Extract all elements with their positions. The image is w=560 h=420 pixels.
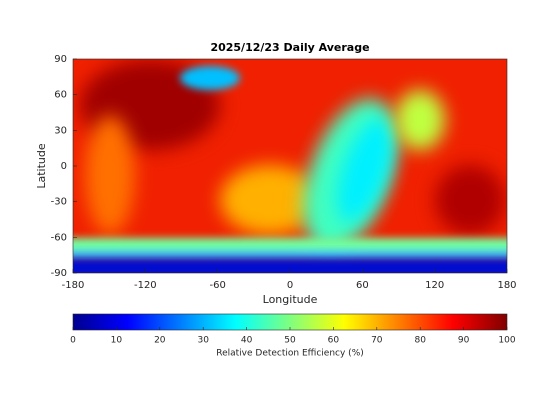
y-tick-label: -90 (51, 268, 67, 279)
y-tick-label: 0 (61, 161, 67, 172)
x-tick-label: -60 (209, 280, 225, 291)
y-tick-label: 90 (54, 54, 67, 65)
colorbar-tick-label: 100 (498, 336, 515, 346)
y-tick-label: -60 (51, 232, 67, 243)
colorbar-tick-label: 50 (284, 336, 296, 346)
colorbar-tick-label: 80 (414, 336, 426, 346)
colorbar-tick-label: 10 (111, 336, 123, 346)
x-tick-label: -120 (134, 280, 157, 291)
y-axis-label: Latitude (35, 143, 48, 189)
colorbar-tick-label: 20 (154, 336, 166, 346)
colorbar-tick-label: 60 (328, 336, 340, 346)
x-tick-label: 60 (356, 280, 369, 291)
x-tick-label: 120 (425, 280, 444, 291)
colorbar-tick-label: 30 (197, 336, 209, 346)
x-tick-label: -180 (62, 280, 85, 291)
colorbar-tick-label: 70 (371, 336, 383, 346)
x-axis-label: Longitude (263, 293, 318, 306)
y-tick-label: 30 (54, 125, 67, 136)
x-tick-label: 0 (287, 280, 293, 291)
y-tick-label: -30 (51, 197, 67, 208)
chart-title: 2025/12/23 Daily Average (210, 41, 369, 54)
colorbar-tick-label: 0 (70, 336, 76, 346)
colorbar-label: Relative Detection Efficiency (%) (216, 349, 364, 359)
y-tick-label: 60 (54, 90, 67, 101)
colorbar-tick-label: 40 (241, 336, 253, 346)
heat-field (73, 59, 507, 273)
colorbar-tick-label: 90 (458, 336, 470, 346)
x-tick-label: 180 (497, 280, 516, 291)
